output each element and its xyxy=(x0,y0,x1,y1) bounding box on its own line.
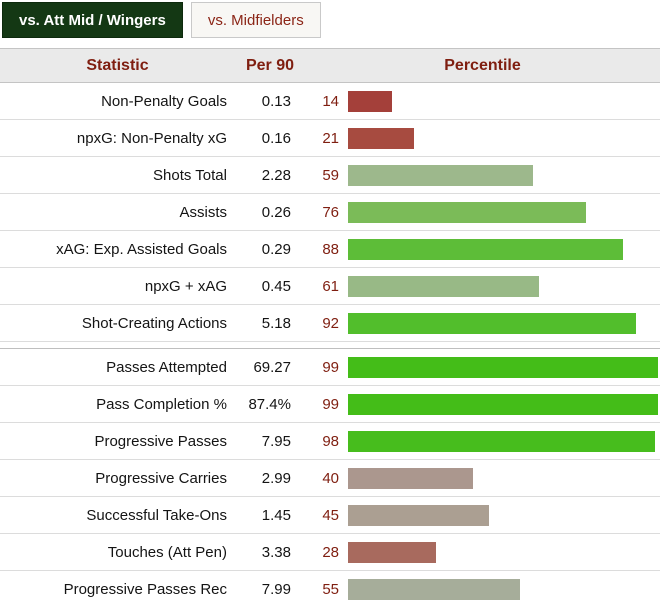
percentile-bar xyxy=(348,127,414,149)
per90-value: 2.99 xyxy=(261,469,291,487)
table-row: npxG: Non-Penalty xG 0.16 21 xyxy=(0,120,660,157)
percentile-bar xyxy=(348,504,489,526)
percentile-bar xyxy=(348,356,658,378)
table-row: Shot-Creating Actions 5.18 92 xyxy=(0,305,660,342)
percentile-value: 28 xyxy=(322,543,339,561)
tab-bar: vs. Att Mid / Wingers vs. Midfielders xyxy=(0,0,660,38)
per90-value: 69.27 xyxy=(253,358,291,376)
percentile-cell: 45 xyxy=(305,497,660,533)
percentile-value: 98 xyxy=(322,432,339,450)
percentile-bar xyxy=(348,541,436,563)
table-row: Shots Total 2.28 59 xyxy=(0,157,660,194)
percentile-value: 40 xyxy=(322,469,339,487)
percentile-bar xyxy=(348,312,636,334)
percentile-bar xyxy=(348,164,533,186)
percentile-cell: 21 xyxy=(305,120,660,156)
group-divider xyxy=(0,342,660,349)
stat-label: Non-Penalty Goals xyxy=(101,92,227,110)
percentile-bar xyxy=(348,578,520,600)
table-row: Passes Attempted 69.27 99 xyxy=(0,349,660,386)
stat-label: Pass Completion % xyxy=(96,395,227,413)
stat-label: xAG: Exp. Assisted Goals xyxy=(56,240,227,258)
table-row: Pass Completion % 87.4% 99 xyxy=(0,386,660,423)
percentile-bar xyxy=(348,393,658,415)
percentile-cell: 14 xyxy=(305,83,660,119)
per90-value: 87.4% xyxy=(248,395,291,413)
percentile-cell: 28 xyxy=(305,534,660,570)
percentile-value: 88 xyxy=(322,240,339,258)
stat-label: Successful Take-Ons xyxy=(86,506,227,524)
tab-vs-midfielders[interactable]: vs. Midfielders xyxy=(190,2,321,38)
tab-vs-att-mid-wingers[interactable]: vs. Att Mid / Wingers xyxy=(2,2,183,38)
percentile-cell: 55 xyxy=(305,571,660,604)
stat-group-possession: Passes Attempted 69.27 99 Pass Completio… xyxy=(0,349,660,604)
per90-value: 1.45 xyxy=(261,506,291,524)
per90-value: 0.45 xyxy=(261,277,291,295)
stat-label: Passes Attempted xyxy=(106,358,227,376)
table-row: xAG: Exp. Assisted Goals 0.29 88 xyxy=(0,231,660,268)
per90-value: 7.95 xyxy=(261,432,291,450)
stat-label: Progressive Carries xyxy=(95,469,227,487)
stat-label: npxG: Non-Penalty xG xyxy=(76,129,227,147)
stat-label: Shots Total xyxy=(153,166,227,184)
table-row: Assists 0.26 76 xyxy=(0,194,660,231)
header-statistic: Statistic xyxy=(86,56,149,74)
percentile-value: 21 xyxy=(322,129,339,147)
stat-group-attacking: Non-Penalty Goals 0.13 14 npxG: Non-Pena… xyxy=(0,83,660,342)
per90-value: 0.29 xyxy=(261,240,291,258)
per90-value: 0.13 xyxy=(261,92,291,110)
table-row: Progressive Passes 7.95 98 xyxy=(0,423,660,460)
stat-label: Touches (Att Pen) xyxy=(107,543,227,561)
percentile-bar xyxy=(348,201,586,223)
table-header: Statistic Per 90 Percentile xyxy=(0,48,660,83)
percentile-value: 45 xyxy=(322,506,339,524)
per90-value: 0.26 xyxy=(261,203,291,221)
percentile-cell: 40 xyxy=(305,460,660,496)
percentile-bar xyxy=(348,275,539,297)
percentile-cell: 92 xyxy=(305,305,660,341)
percentile-cell: 76 xyxy=(305,194,660,230)
table-row: Progressive Carries 2.99 40 xyxy=(0,460,660,497)
per90-value: 7.99 xyxy=(261,580,291,598)
percentile-value: 55 xyxy=(322,580,339,598)
stat-label: npxG + xAG xyxy=(144,277,227,295)
percentile-cell: 99 xyxy=(305,349,660,385)
percentile-bar xyxy=(348,467,473,489)
percentile-value: 14 xyxy=(322,92,339,110)
table-row: npxG + xAG 0.45 61 xyxy=(0,268,660,305)
table-row: Successful Take-Ons 1.45 45 xyxy=(0,497,660,534)
stat-label: Progressive Passes xyxy=(94,432,227,450)
percentile-value: 99 xyxy=(322,358,339,376)
table-row: Progressive Passes Rec 7.99 55 xyxy=(0,571,660,604)
stat-label: Shot-Creating Actions xyxy=(81,314,227,332)
percentile-bar xyxy=(348,430,655,452)
percentile-cell: 98 xyxy=(305,423,660,459)
percentile-value: 61 xyxy=(322,277,339,295)
percentile-value: 92 xyxy=(322,314,339,332)
header-percentile: Percentile xyxy=(444,56,521,74)
percentile-cell: 59 xyxy=(305,157,660,193)
percentile-value: 76 xyxy=(322,203,339,221)
header-per90: Per 90 xyxy=(245,56,295,74)
stat-label: Assists xyxy=(179,203,227,221)
table-row: Touches (Att Pen) 3.38 28 xyxy=(0,534,660,571)
percentile-bar xyxy=(348,238,623,260)
percentile-value: 99 xyxy=(322,395,339,413)
percentile-value: 59 xyxy=(322,166,339,184)
per90-value: 3.38 xyxy=(261,543,291,561)
table-row: Non-Penalty Goals 0.13 14 xyxy=(0,83,660,120)
percentile-cell: 88 xyxy=(305,231,660,267)
stat-label: Progressive Passes Rec xyxy=(63,580,227,598)
per90-value: 2.28 xyxy=(261,166,291,184)
percentile-bar xyxy=(348,90,392,112)
per90-value: 0.16 xyxy=(261,129,291,147)
percentile-cell: 99 xyxy=(305,386,660,422)
per90-value: 5.18 xyxy=(261,314,291,332)
percentile-cell: 61 xyxy=(305,268,660,304)
